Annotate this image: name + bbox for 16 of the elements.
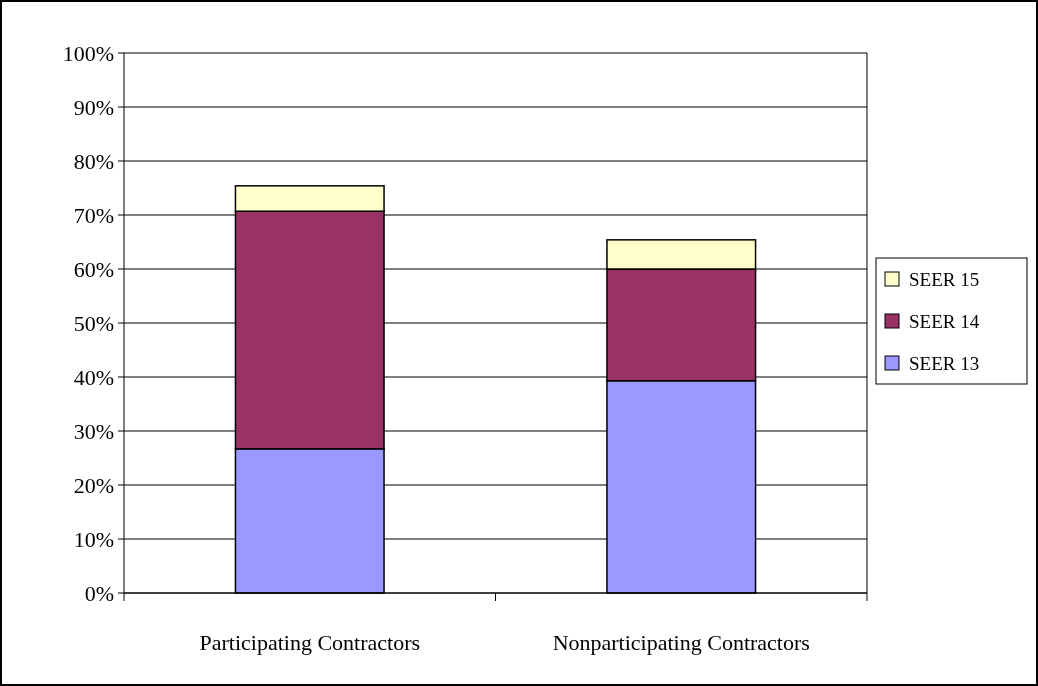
y-tick-label: 50% xyxy=(73,310,114,336)
y-tick-label: 30% xyxy=(73,418,114,444)
y-tick-label: 100% xyxy=(62,40,114,66)
y-tick-label: 20% xyxy=(73,472,114,498)
x-tick-label: Nonparticipating Contractors xyxy=(552,630,810,655)
y-tick-label: 40% xyxy=(73,364,114,390)
legend-label: SEER 14 xyxy=(909,310,980,332)
y-tick-label: 90% xyxy=(73,94,114,120)
legend-label: SEER 15 xyxy=(909,268,980,290)
y-tick-label: 0% xyxy=(84,580,114,606)
y-tick-label: 80% xyxy=(73,148,114,174)
x-tick-label: Participating Contractors xyxy=(199,630,421,655)
legend-label: SEER 13 xyxy=(909,352,980,374)
y-tick-label: 70% xyxy=(73,202,114,228)
y-tick-label: 60% xyxy=(73,256,114,282)
y-tick-label: 10% xyxy=(73,526,114,552)
